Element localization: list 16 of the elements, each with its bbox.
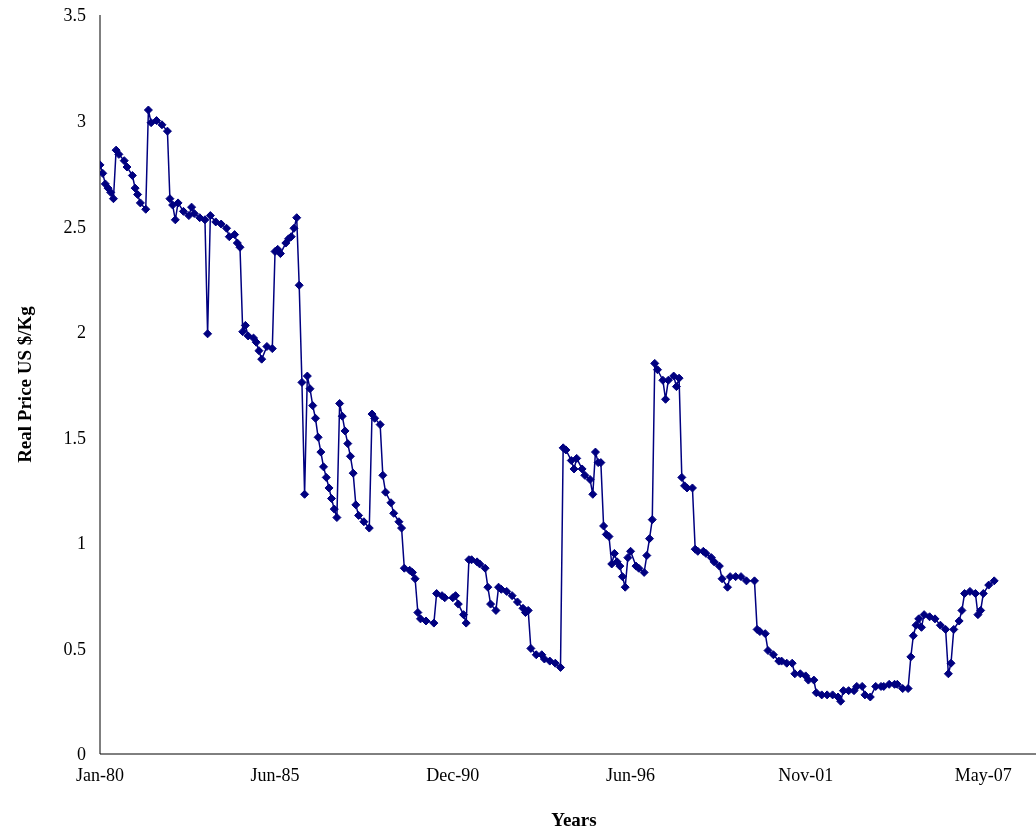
y-axis-title: Real Price US $/Kg xyxy=(13,305,35,463)
x-tick-label: Nov-01 xyxy=(778,764,834,785)
x-tick-label: Dec-90 xyxy=(426,764,480,785)
y-tick-label: 3 xyxy=(77,110,86,131)
y-tick-label: 0 xyxy=(77,744,86,765)
x-tick-label: Jan-80 xyxy=(76,764,124,785)
y-tick-label: 1 xyxy=(77,533,86,554)
y-tick-label: 1.5 xyxy=(63,427,86,448)
y-tick-label: 2 xyxy=(77,322,86,343)
x-axis-title: Years xyxy=(551,809,597,830)
y-tick-label: 2.5 xyxy=(63,216,86,237)
x-tick-label: May-07 xyxy=(954,764,1012,785)
y-tick-label: 0.5 xyxy=(63,638,86,659)
y-tick-label: 3.5 xyxy=(63,5,86,26)
x-tick-label: Jun-96 xyxy=(606,764,656,785)
x-tick-label: Jun-85 xyxy=(250,764,300,785)
